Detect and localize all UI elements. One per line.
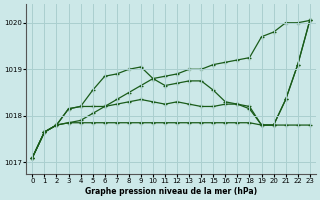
X-axis label: Graphe pression niveau de la mer (hPa): Graphe pression niveau de la mer (hPa) [85, 187, 257, 196]
